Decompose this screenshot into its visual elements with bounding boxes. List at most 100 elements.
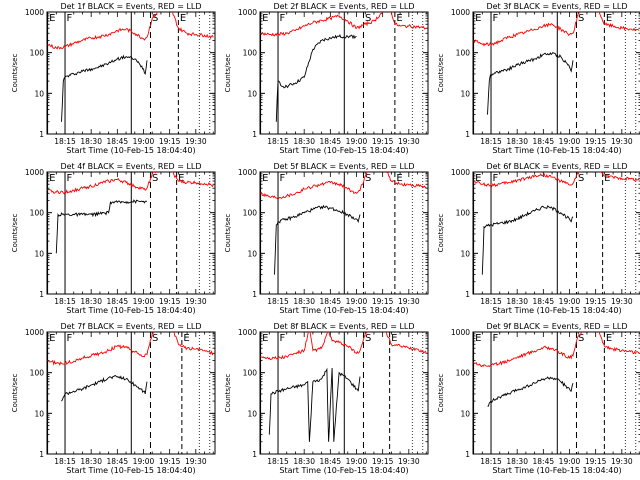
det5-xtick-label: 19:30	[398, 297, 420, 306]
det4-marker-label: E	[178, 173, 184, 184]
det2-marker-label: E	[262, 13, 268, 24]
det2-marker-label: S	[365, 13, 371, 24]
det6-series-lld	[473, 172, 640, 188]
det4-title: Det 4f BLACK = Events, RED = LLD	[60, 162, 201, 171]
det2-xtick-label: 19:00	[346, 137, 368, 146]
det3-ylabel: Counts/sec	[437, 54, 445, 93]
det3-series-events	[487, 51, 574, 115]
det1-marker-label: F	[67, 13, 73, 24]
det8-xtick-label: 18:45	[320, 457, 342, 466]
det4-xtick-label: 19:30	[185, 297, 207, 306]
det9-ytick-label: 100	[456, 369, 471, 378]
det8-ytick-label: 10	[247, 409, 257, 418]
det9-marker-label: E	[475, 333, 481, 344]
det9-marker-label: S	[578, 333, 584, 344]
det4-ytick-label: 1	[39, 290, 44, 299]
det6-xtick-label: 18:45	[533, 297, 555, 306]
det9-series-events	[487, 376, 574, 407]
det5-xlabel: Start Time (10-Feb-15 18:04:40)	[279, 306, 408, 315]
det7-xlabel: Start Time (10-Feb-15 18:04:40)	[66, 466, 195, 475]
det3-title: Det 3f BLACK = Events, RED = LLD	[486, 2, 627, 11]
det1-xtick-label: 18:30	[80, 137, 102, 146]
det7-xtick-label: 19:15	[159, 457, 181, 466]
det2-xtick-label: 18:15	[267, 137, 289, 146]
det8-ylabel: Counts/sec	[224, 374, 232, 413]
det9-xtick-label: 18:45	[533, 457, 555, 466]
det8-marker-label: E	[391, 333, 397, 344]
det2-xtick-label: 19:15	[372, 137, 394, 146]
det2-ytick-label: 100	[243, 49, 258, 58]
det2-series-lld	[260, 12, 427, 37]
det4-series-lld	[47, 172, 214, 195]
det6-marker-label: E	[604, 173, 610, 184]
det9-xlabel: Start Time (10-Feb-15 18:04:40)	[492, 466, 621, 475]
det8-xtick-label: 18:30	[293, 457, 315, 466]
det2-ytick-label: 1000	[238, 8, 257, 17]
det7-ytick-label: 10	[34, 409, 44, 418]
det6-ytick-label: 100	[456, 209, 471, 218]
det6-ytick-label: 10	[460, 249, 470, 258]
det3-xtick-label: 18:30	[506, 137, 528, 146]
det1-panel: Det 1f BLACK = Events, RED = LLD 1 10 100 10…	[11, 2, 216, 155]
det8-marker-label: S	[365, 333, 371, 344]
det1-xtick-label: 19:00	[133, 137, 155, 146]
det3-ytick-label: 100	[456, 49, 471, 58]
det9-xtick-label: 18:15	[480, 457, 502, 466]
det8-xtick-label: 19:15	[372, 457, 394, 466]
det7-ylabel: Counts/sec	[11, 374, 19, 413]
det1-marker-label: E	[49, 13, 55, 24]
det5-xtick-label: 19:15	[372, 297, 394, 306]
det6-title: Det 6f BLACK = Events, RED = LLD	[486, 162, 627, 171]
det8-ytick-label: 1	[252, 450, 257, 459]
det9-xtick-label: 19:00	[559, 457, 581, 466]
det6-xtick-label: 18:30	[506, 297, 528, 306]
det8-xtick-label: 18:15	[267, 457, 289, 466]
det8-series-lld	[260, 332, 427, 361]
det3-ytick-label: 1	[465, 130, 470, 139]
det9-ytick-label: 1000	[451, 328, 470, 337]
det5-ytick-label: 1000	[238, 168, 257, 177]
det6-ytick-label: 1000	[451, 168, 470, 177]
det5-ytick-label: 10	[247, 249, 257, 258]
det5-title: Det 5f BLACK = Events, RED = LLD	[273, 162, 414, 171]
det9-marker-label: E	[606, 333, 612, 344]
det2-marker-label: E	[396, 13, 402, 24]
det7-xtick-label: 18:30	[80, 457, 102, 466]
det8-title: Det 8f BLACK = Events, RED = LLD	[273, 322, 414, 331]
det7-title: Det 7f BLACK = Events, RED = LLD	[60, 322, 201, 331]
det6-series-events	[481, 205, 574, 275]
det1-xlabel: Start Time (10-Feb-15 18:04:40)	[66, 146, 195, 155]
det5-panel: Det 5f BLACK = Events, RED = LLD 1 10 100 10…	[224, 162, 429, 315]
det6-xtick-label: 19:30	[611, 297, 633, 306]
det1-series-events	[61, 54, 148, 122]
det7-xtick-label: 19:30	[185, 457, 207, 466]
det7-xtick-label: 19:00	[133, 457, 155, 466]
det3-ytick-label: 10	[460, 89, 470, 98]
det1-series-lld	[47, 12, 214, 50]
det4-xtick-label: 19:00	[133, 297, 155, 306]
det7-ytick-label: 100	[30, 369, 45, 378]
det1-title: Det 1f BLACK = Events, RED = LLD	[60, 2, 201, 11]
det9-xtick-label: 18:30	[506, 457, 528, 466]
det2-xlabel: Start Time (10-Feb-15 18:04:40)	[279, 146, 408, 155]
det4-ytick-label: 1000	[25, 168, 44, 177]
det7-marker-label: F	[67, 333, 73, 344]
det4-ytick-label: 100	[30, 209, 45, 218]
det4-xtick-label: 18:15	[54, 297, 76, 306]
det4-xtick-label: 18:45	[107, 297, 129, 306]
det1-xtick-label: 18:15	[54, 137, 76, 146]
det1-ytick-label: 100	[30, 49, 45, 58]
det4-ylabel: Counts/sec	[11, 214, 19, 253]
det9-ytick-label: 10	[460, 409, 470, 418]
det9-xtick-label: 19:15	[585, 457, 607, 466]
det8-xtick-label: 19:00	[346, 457, 368, 466]
det3-xtick-label: 18:45	[533, 137, 555, 146]
det5-series-lld	[260, 172, 427, 200]
det1-xtick-label: 19:30	[185, 137, 207, 146]
det2-marker-label: F	[280, 13, 286, 24]
det9-xtick-label: 19:30	[611, 457, 633, 466]
det1-ytick-label: 10	[34, 89, 44, 98]
det7-xtick-label: 18:15	[54, 457, 76, 466]
det3-ytick-label: 1000	[451, 8, 470, 17]
det8-series-events	[268, 367, 361, 442]
